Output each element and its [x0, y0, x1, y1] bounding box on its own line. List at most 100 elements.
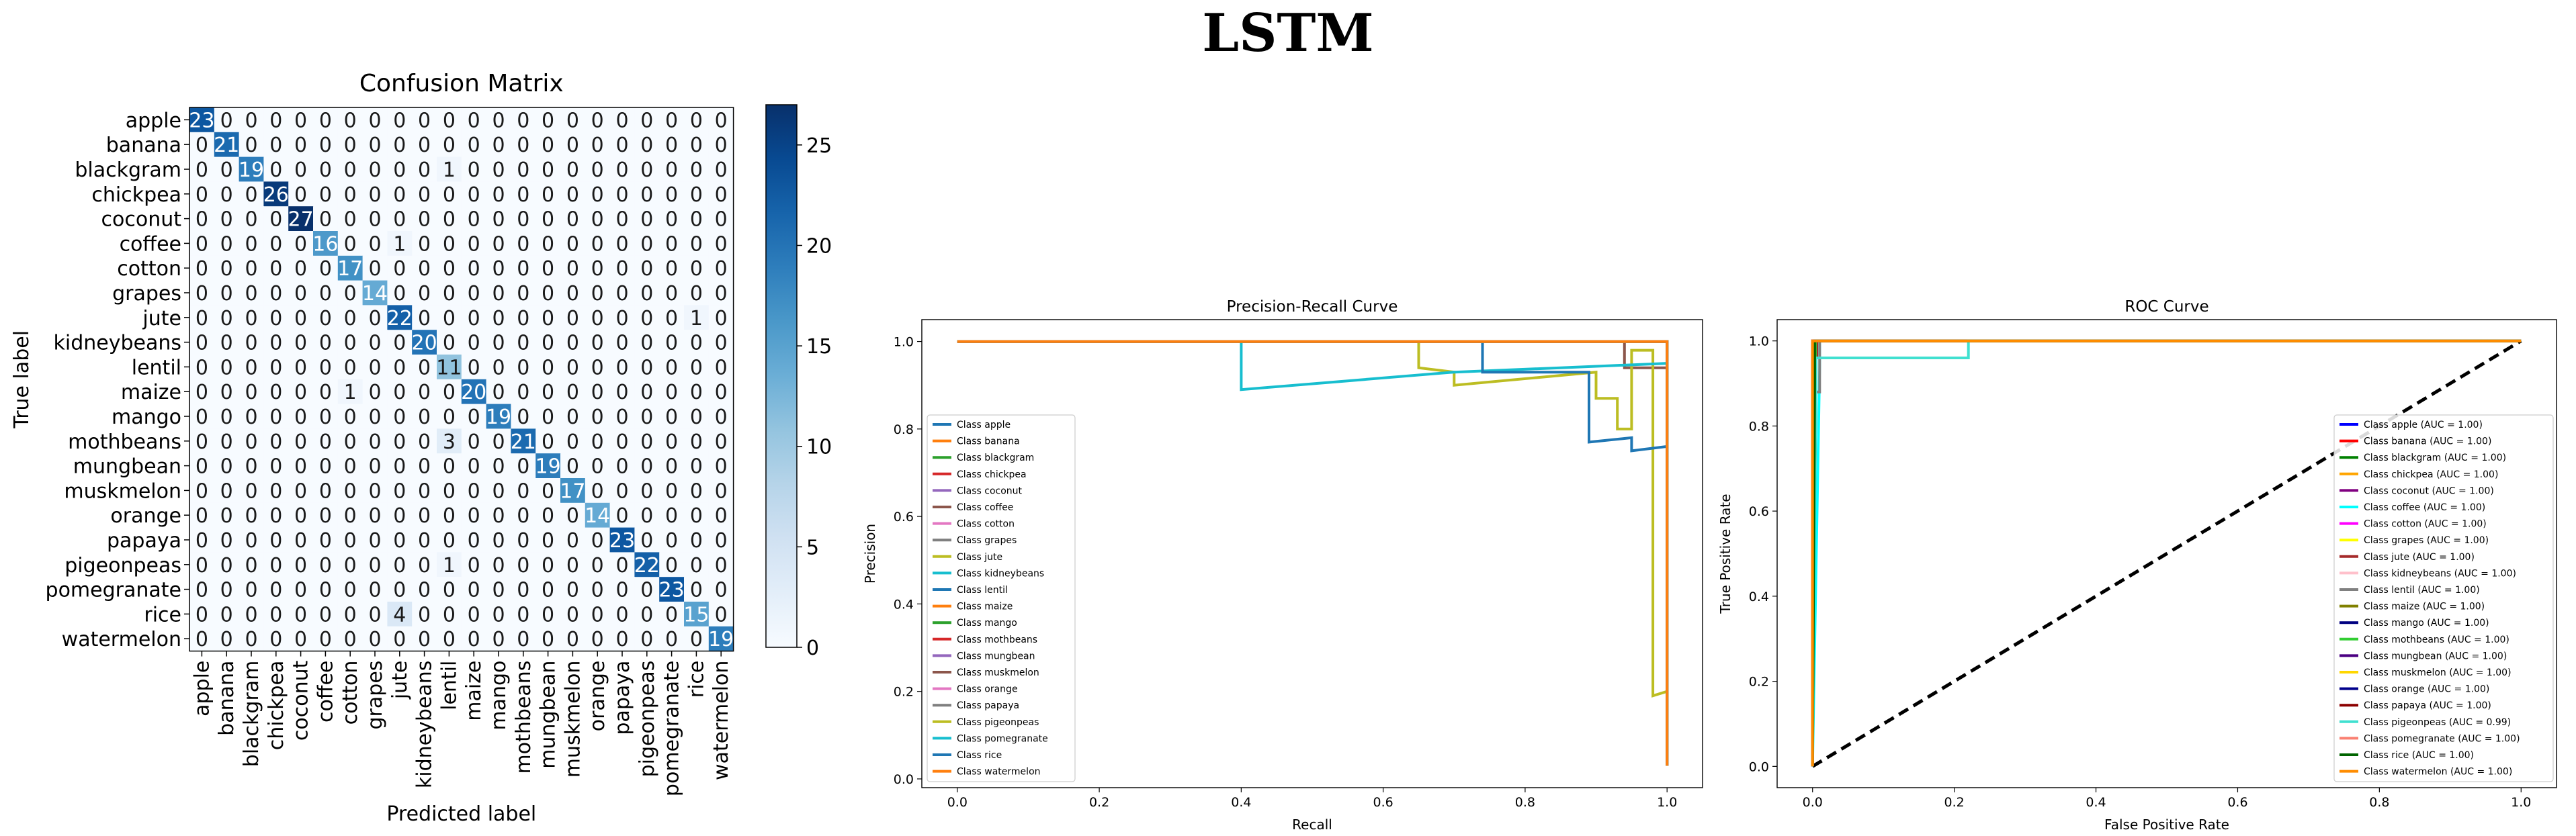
cm-cell-value: 0 [665, 208, 678, 232]
cm-cell [437, 404, 462, 429]
cm-cell [684, 280, 710, 306]
cm-ytick-label: banana [106, 134, 181, 157]
cm-cell-value: 0 [665, 406, 678, 429]
cm-cell-value: 0 [443, 232, 456, 256]
cm-cell [288, 577, 314, 602]
cm-cell-value: 0 [690, 208, 703, 232]
cm-cell-value: 0 [665, 430, 678, 454]
cm-cell [585, 330, 611, 355]
cm-cell [609, 379, 635, 405]
cm-cell-value: 0 [418, 208, 431, 232]
cm-cell-value: 0 [196, 579, 208, 602]
cm-xtick-label: blackgram [240, 661, 263, 768]
cm-cell-value: 0 [640, 208, 653, 232]
cm-cell-value: 0 [269, 257, 282, 281]
cm-cell [585, 305, 611, 330]
cm-cell-value: 0 [269, 579, 282, 602]
cm-cell-value: 0 [517, 504, 529, 528]
cm-cell-value: 0 [640, 257, 653, 281]
cm-cell [585, 626, 611, 652]
cm-cell [337, 478, 363, 504]
cm-cell-value: 0 [468, 134, 480, 157]
cm-cell [263, 453, 289, 479]
cm-cell-value: 0 [393, 579, 406, 602]
cm-cell-value: 15 [683, 603, 709, 626]
cm-cell-value: 0 [368, 406, 381, 429]
cm-cell [362, 181, 388, 207]
pr-legend-label: Class blackgram [957, 453, 1034, 463]
cm-cell [288, 231, 314, 257]
cm-cell-value: 23 [659, 579, 685, 602]
cm-cell-value: 0 [615, 232, 628, 256]
cm-cell [609, 305, 635, 330]
cm-ytick-label: papaya [107, 529, 181, 553]
cm-ytick-label: coconut [101, 208, 182, 232]
cm-cell [263, 107, 289, 133]
cm-cell-value: 0 [542, 430, 554, 454]
cm-cell [412, 527, 437, 553]
cm-cell [684, 602, 710, 627]
cm-cell-value: 0 [220, 406, 233, 429]
pr-legend-label: Class pomegranate [957, 733, 1048, 744]
cm-cell-value: 0 [715, 134, 728, 157]
cm-cell-value: 0 [344, 109, 357, 132]
cm-cell-value: 0 [566, 183, 579, 207]
cm-cell-value: 0 [492, 183, 505, 207]
cm-cell-value: 0 [245, 183, 257, 207]
cm-cell-value: 3 [443, 430, 456, 454]
cm-cell [585, 107, 611, 133]
roc-xtick-label: 0.6 [2227, 795, 2247, 810]
cm-cell-value: 0 [690, 430, 703, 454]
cm-cell-value: 0 [492, 381, 505, 404]
cm-cell [511, 478, 536, 504]
cm-ytick-label: blackgram [75, 158, 181, 182]
cm-cell [461, 552, 487, 577]
cm-cell [634, 305, 660, 330]
cm-cell-value: 0 [319, 332, 332, 355]
cm-cell [511, 602, 536, 627]
cm-cell [486, 305, 511, 330]
cm-cell [387, 404, 413, 429]
cm-cell [214, 602, 240, 627]
cm-cell-value: 0 [269, 356, 282, 379]
cm-cell-value: 0 [196, 158, 208, 182]
cm-cell [437, 305, 462, 330]
cm-cell [263, 231, 289, 257]
cm-cell-value: 0 [393, 628, 406, 651]
cm-cell [535, 132, 561, 158]
cm-cell [708, 379, 734, 405]
cm-cell [461, 355, 487, 380]
cm-cell [239, 602, 264, 627]
cm-cell-value: 20 [412, 332, 437, 355]
cm-cell-value: 19 [486, 406, 511, 429]
cm-cell-value: 0 [443, 109, 456, 132]
cm-cell-value: 0 [566, 455, 579, 479]
cm-cell-value: 0 [566, 579, 579, 602]
cm-cell [486, 404, 511, 429]
cm-cell [486, 255, 511, 281]
roc-legend-label: Class coconut (AUC = 1.00) [2364, 485, 2494, 496]
cm-cell [684, 502, 710, 528]
cm-cell-value: 0 [715, 183, 728, 207]
pr-legend-label: Class mango [957, 618, 1017, 629]
cm-cell-value: 0 [492, 628, 505, 651]
cm-cell [659, 527, 685, 553]
cm-cell-value: 0 [245, 529, 257, 553]
cm-cell [263, 206, 289, 232]
cm-cell [585, 280, 611, 306]
cm-cell [535, 478, 561, 504]
cm-cell [288, 527, 314, 553]
cm-cell-value: 0 [715, 109, 728, 132]
pr-legend-label: Class cotton [957, 519, 1015, 530]
cm-cell [189, 478, 215, 504]
cm-cell-value: 0 [468, 504, 480, 528]
cm-cell-value: 0 [690, 479, 703, 503]
cm-cell-value: 0 [492, 134, 505, 157]
cm-cell-value: 0 [468, 257, 480, 281]
cm-cell [659, 255, 685, 281]
cm-cell-value: 0 [542, 307, 554, 330]
cm-cell [214, 404, 240, 429]
cm-cell-value: 0 [393, 479, 406, 503]
cm-cell-value: 0 [468, 282, 480, 306]
pr-legend-label: Class rice [957, 750, 1002, 761]
